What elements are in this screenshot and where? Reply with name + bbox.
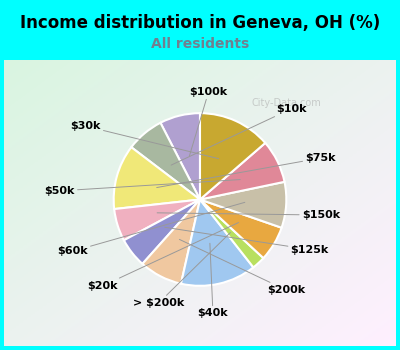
Wedge shape: [131, 123, 200, 200]
Text: $50k: $50k: [44, 180, 240, 196]
Wedge shape: [200, 182, 286, 228]
Wedge shape: [200, 199, 282, 258]
Text: City-Data.com: City-Data.com: [251, 98, 321, 107]
Text: All residents: All residents: [151, 37, 249, 51]
Text: $150k: $150k: [157, 210, 340, 220]
Text: $40k: $40k: [198, 243, 228, 318]
Text: $75k: $75k: [157, 153, 336, 188]
Wedge shape: [124, 199, 200, 264]
Wedge shape: [142, 199, 200, 284]
Wedge shape: [200, 199, 264, 267]
Wedge shape: [200, 113, 265, 199]
Text: $100k: $100k: [190, 86, 228, 156]
Text: $30k: $30k: [70, 121, 219, 159]
Text: > $200k: > $200k: [133, 232, 230, 308]
Text: $60k: $60k: [57, 202, 245, 256]
Wedge shape: [114, 147, 200, 209]
Text: $20k: $20k: [88, 223, 238, 291]
Wedge shape: [160, 113, 200, 199]
Text: $10k: $10k: [171, 104, 306, 165]
Wedge shape: [181, 199, 253, 286]
Text: Income distribution in Geneva, OH (%): Income distribution in Geneva, OH (%): [20, 14, 380, 32]
Text: $125k: $125k: [165, 227, 329, 254]
Wedge shape: [114, 199, 200, 240]
Wedge shape: [200, 143, 284, 199]
Text: $200k: $200k: [180, 239, 306, 295]
